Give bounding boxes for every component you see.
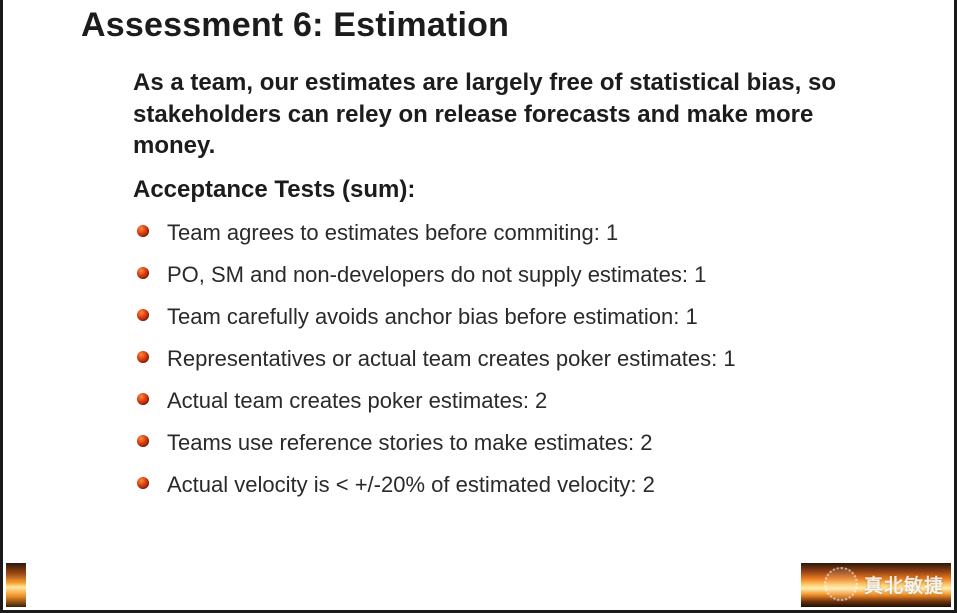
bullet-icon [137, 477, 149, 489]
list-item: Representatives or actual team creates p… [167, 344, 893, 373]
watermark-icon [824, 567, 858, 601]
list-item: Actual team creates poker estimates: 2 [167, 386, 893, 415]
list-item: Team agrees to estimates before commitin… [167, 218, 893, 247]
list-item-text: PO, SM and non-developers do not supply … [167, 262, 706, 287]
slide-frame: Assessment 6: Estimation As a team, our … [0, 0, 957, 613]
slide-title: Assessment 6: Estimation [81, 6, 911, 45]
bullet-icon [137, 267, 149, 279]
decor-strip-left [6, 563, 26, 607]
list-item: PO, SM and non-developers do not supply … [167, 260, 893, 289]
list-item-text: Team carefully avoids anchor bias before… [167, 304, 698, 329]
bullet-icon [137, 309, 149, 321]
list-item-text: Teams use reference stories to make esti… [167, 430, 652, 455]
list-item: Teams use reference stories to make esti… [167, 428, 893, 457]
bullet-icon [137, 393, 149, 405]
list-item-text: Team agrees to estimates before commitin… [167, 220, 618, 245]
list-item-text: Actual velocity is < +/-20% of estimated… [167, 472, 655, 497]
watermark: 真北敏捷 [824, 564, 944, 604]
body-indent: As a team, our estimates are largely fre… [133, 67, 893, 499]
list-item: Actual velocity is < +/-20% of estimated… [167, 470, 893, 499]
slide-content: Assessment 6: Estimation As a team, our … [81, 0, 911, 512]
bullet-icon [137, 225, 149, 237]
bullet-icon [137, 435, 149, 447]
list-item: Team carefully avoids anchor bias before… [167, 302, 893, 331]
watermark-text: 真北敏捷 [864, 571, 944, 598]
intro-text: As a team, our estimates are largely fre… [133, 67, 893, 162]
acceptance-heading: Acceptance Tests (sum): [133, 174, 893, 206]
bullet-icon [137, 351, 149, 363]
list-item-text: Actual team creates poker estimates: 2 [167, 388, 547, 413]
acceptance-list: Team agrees to estimates before commitin… [167, 218, 893, 499]
list-item-text: Representatives or actual team creates p… [167, 346, 736, 371]
